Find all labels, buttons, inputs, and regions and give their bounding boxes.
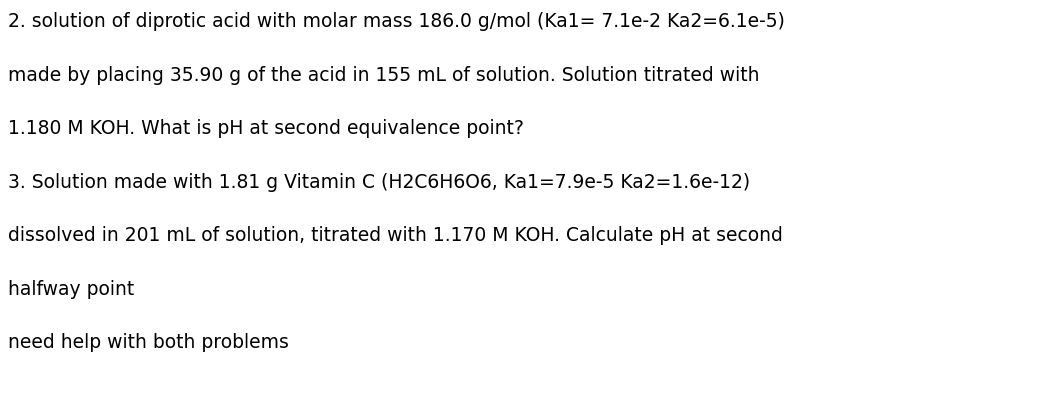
Text: made by placing 35.90 g of the acid in 155 mL of solution. Solution titrated wit: made by placing 35.90 g of the acid in 1… (8, 66, 760, 85)
Text: 2. solution of diprotic acid with molar mass 186.0 g/mol (Ka1= 7.1e-2 Ka2=6.1e-5: 2. solution of diprotic acid with molar … (8, 12, 785, 31)
Text: 1.180 M KOH. What is pH at second equivalence point?: 1.180 M KOH. What is pH at second equiva… (8, 119, 525, 138)
Text: halfway point: halfway point (8, 280, 135, 299)
Text: dissolved in 201 mL of solution, titrated with 1.170 M KOH. Calculate pH at seco: dissolved in 201 mL of solution, titrate… (8, 226, 783, 245)
Text: need help with both problems: need help with both problems (8, 333, 289, 353)
Text: 3. Solution made with 1.81 g Vitamin C (H2C6H6O6, Ka1=7.9e-5 Ka2=1.6e-12): 3. Solution made with 1.81 g Vitamin C (… (8, 173, 751, 192)
